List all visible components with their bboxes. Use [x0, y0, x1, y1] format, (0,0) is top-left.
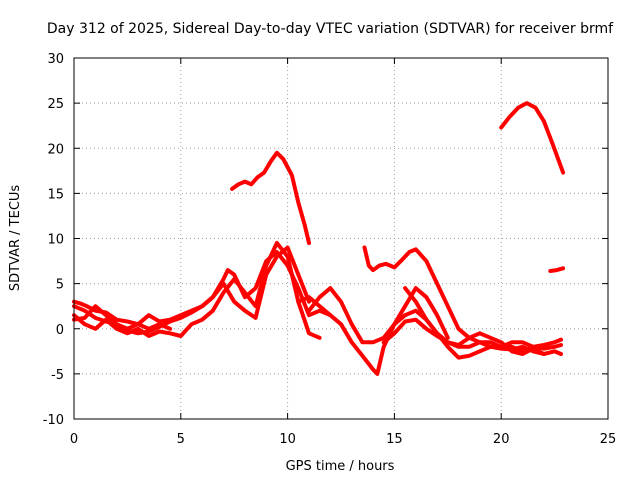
- x-tick-label: 5: [177, 432, 185, 447]
- x-tick-label: 15: [386, 432, 403, 447]
- x-tick-label: 25: [600, 432, 617, 447]
- series-track-3: [72, 241, 322, 340]
- series-track-6: [381, 317, 563, 356]
- y-tick-label: -5: [51, 368, 64, 383]
- series-track-10: [499, 101, 566, 175]
- series-track-9: [362, 245, 546, 356]
- series-track-7: [403, 286, 563, 360]
- grid-lines: [74, 58, 608, 419]
- series-track-12: [72, 299, 173, 331]
- axis-ticks: 0 5 10 15 20 25 -10 -5 0 5 10 15 20 25 30: [43, 52, 617, 447]
- y-tick-label: 0: [56, 323, 64, 338]
- y-tick-label: 15: [47, 187, 64, 202]
- series-track-2: [72, 245, 311, 331]
- y-tick-label: -10: [43, 413, 64, 428]
- y-tick-label: 10: [47, 233, 64, 248]
- data-series: [72, 101, 566, 376]
- chart-title: Day 312 of 2025, Sidereal Day-to-day VTE…: [47, 21, 614, 37]
- x-tick-label: 0: [70, 432, 78, 447]
- x-tick-label: 10: [279, 432, 296, 447]
- series-track-11: [548, 266, 566, 273]
- y-tick-label: 30: [47, 52, 64, 67]
- y-tick-label: 20: [47, 142, 64, 157]
- x-tick-label: 20: [493, 432, 510, 447]
- y-tick-label: 25: [47, 97, 64, 112]
- y-tick-label: 5: [56, 278, 64, 293]
- series-track-4: [296, 286, 450, 376]
- series-track-8: [230, 150, 311, 245]
- y-axis-label: SDTVAR / TECUs: [8, 185, 23, 292]
- x-axis-label: GPS time / hours: [286, 459, 395, 474]
